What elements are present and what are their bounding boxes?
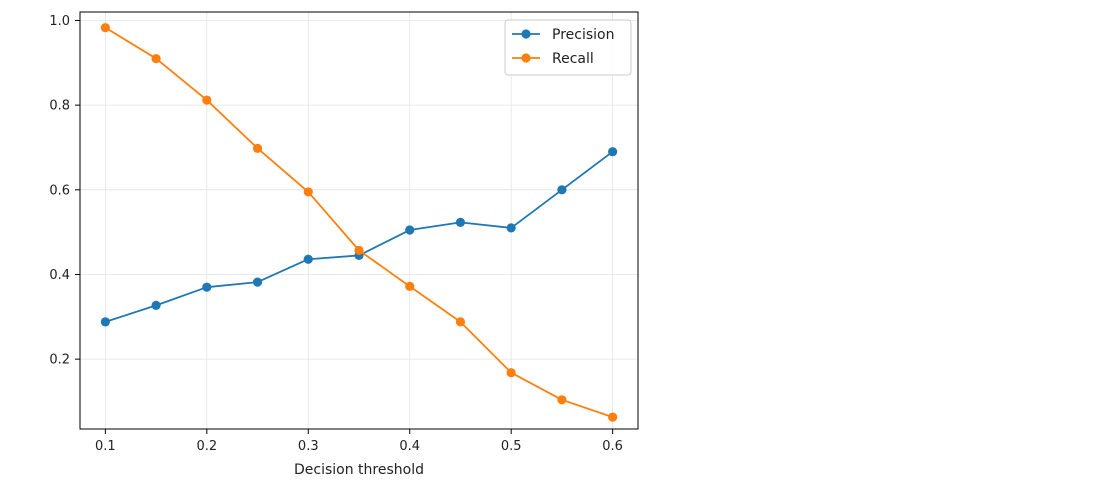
legend: Precision Recall [504, 19, 632, 76]
precision-point [405, 225, 415, 235]
precision-point [100, 317, 110, 327]
legend-label: Precision [552, 27, 614, 43]
x-tick-label: 0.2 [196, 439, 217, 454]
y-tick-label: 1.0 [49, 14, 70, 29]
y-tick-label: 0.2 [49, 353, 70, 368]
y-axis: 0.2 0.4 0.6 0.8 1.0 [49, 14, 80, 368]
precision-point [557, 185, 567, 195]
grid [80, 12, 638, 429]
recall-line [104, 26, 613, 419]
legend-marker [521, 29, 531, 39]
precision-line [105, 150, 614, 323]
recall-series [100, 23, 618, 422]
recall-point [455, 317, 466, 327]
y-tick-label: 0.6 [49, 183, 70, 198]
legend-label: Recall [552, 51, 594, 67]
x-axis: 0.1 0.2 0.3 0.4 0.5 0.6 [95, 429, 623, 454]
recall-point [608, 412, 618, 422]
legend-marker [521, 53, 531, 63]
x-tick-label: 0.4 [399, 439, 420, 454]
x-axis-title: Decision threshold [294, 462, 424, 478]
recall-point [354, 245, 364, 255]
recall-point [202, 95, 212, 105]
x-tick-label: 0.6 [602, 439, 623, 454]
recall-point [100, 23, 110, 33]
y-tick-label: 0.8 [49, 99, 70, 114]
recall-point [303, 187, 313, 197]
recall-point [405, 281, 415, 291]
precision-series [100, 147, 618, 327]
precision-point [506, 223, 516, 233]
x-tick-label: 0.3 [298, 439, 319, 454]
precision-point [202, 282, 212, 292]
precision-point [608, 147, 618, 157]
y-tick-label: 0.4 [49, 268, 70, 283]
precision-point [455, 217, 466, 228]
legend-item-precision: Precision [512, 27, 614, 43]
plot-frame [79, 11, 639, 430]
legend-item-recall: Recall [512, 51, 594, 67]
precision-point [303, 254, 313, 264]
x-tick-label: 0.5 [501, 439, 522, 454]
recall-point [506, 368, 516, 378]
precision-point [151, 300, 161, 310]
series-group [100, 23, 618, 422]
recall-point [557, 395, 567, 405]
recall-point [252, 143, 263, 153]
precision-point [252, 277, 263, 287]
recall-point [151, 53, 161, 64]
x-tick-label: 0.1 [95, 439, 116, 454]
